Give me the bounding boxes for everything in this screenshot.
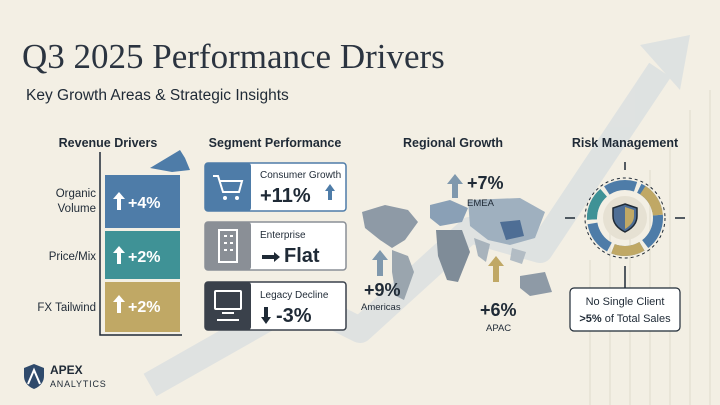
decoration — [488, 256, 504, 282]
decoration — [113, 192, 125, 210]
decoration — [325, 184, 335, 200]
logo-name: APEX — [50, 363, 83, 377]
region-label: EMEA — [467, 198, 495, 209]
decoration — [584, 177, 666, 259]
region-value: +7% — [467, 173, 504, 193]
decoration — [500, 220, 524, 240]
subtitle: Key Growth Areas & Strategic Insights — [26, 87, 289, 104]
decoration — [436, 230, 470, 282]
decoration — [224, 235, 233, 251]
decoration — [447, 174, 463, 198]
decoration — [217, 312, 239, 321]
decoration — [474, 238, 490, 262]
section-heading: Regional Growth — [403, 136, 503, 150]
decoration — [113, 246, 125, 264]
driver-value: +2% — [128, 249, 160, 266]
driver-value: +4% — [128, 195, 160, 212]
driver-arrow — [150, 150, 190, 172]
section-heading: Segment Performance — [209, 136, 342, 150]
segment-value: -3% — [276, 305, 312, 327]
region-label: APAC — [486, 323, 511, 334]
decoration — [372, 250, 388, 276]
segment-label: Enterprise — [260, 230, 306, 241]
decoration — [27, 367, 41, 385]
world-map — [362, 198, 552, 300]
risk-note: No Single Client — [586, 296, 665, 308]
region-value: +9% — [364, 280, 401, 300]
segment-card — [204, 281, 347, 331]
decoration — [205, 282, 251, 330]
risk-note-emphasis: >5% — [579, 313, 602, 325]
trend-head — [640, 35, 690, 90]
up-arrows — [113, 192, 125, 313]
decoration — [587, 180, 663, 256]
decoration — [218, 229, 238, 263]
decoration — [520, 272, 552, 296]
section-heading: Risk Management — [572, 136, 679, 150]
decoration — [587, 180, 663, 256]
risk-note: of Total Sales — [605, 313, 671, 325]
decoration — [214, 290, 242, 310]
region-value: +6% — [480, 300, 517, 320]
axis — [99, 152, 182, 336]
driver-value: +2% — [128, 299, 160, 316]
decoration — [235, 196, 239, 200]
decoration — [625, 207, 634, 229]
segment-label: Legacy Decline — [260, 290, 329, 301]
decoration — [392, 250, 414, 300]
driver-label: Price/Mix — [49, 251, 97, 263]
driver-label: FX Tailwind — [37, 302, 96, 314]
decoration — [430, 200, 468, 226]
logo-mark — [24, 364, 44, 389]
segment-label: Consumer Growth — [260, 170, 341, 181]
decoration — [261, 307, 271, 324]
section-heading: Revenue Drivers — [59, 136, 158, 150]
decoration — [565, 162, 685, 288]
decoration — [113, 295, 125, 313]
decoration — [262, 252, 280, 262]
decoration — [205, 163, 251, 211]
segment-card — [204, 221, 347, 271]
decoration — [510, 248, 526, 264]
title: Q3 2025 Performance Drivers — [22, 37, 445, 76]
region-arrows — [372, 174, 504, 282]
region-label: Americas — [361, 302, 401, 313]
decoration — [213, 175, 244, 193]
segment-value: +11% — [260, 185, 311, 207]
segment-card — [204, 162, 347, 212]
logo-tagline: ANALYTICS — [50, 379, 107, 389]
decoration — [223, 196, 227, 200]
driver-label: Volume — [58, 203, 96, 215]
risk-dial — [565, 162, 685, 288]
segment-value: Flat — [284, 245, 320, 267]
decoration — [362, 205, 418, 248]
risk-note-line: >5% of Total Sales — [579, 313, 671, 325]
risk-note-box — [569, 287, 681, 332]
decoration — [205, 222, 251, 270]
driver-label: Organic — [56, 188, 97, 200]
